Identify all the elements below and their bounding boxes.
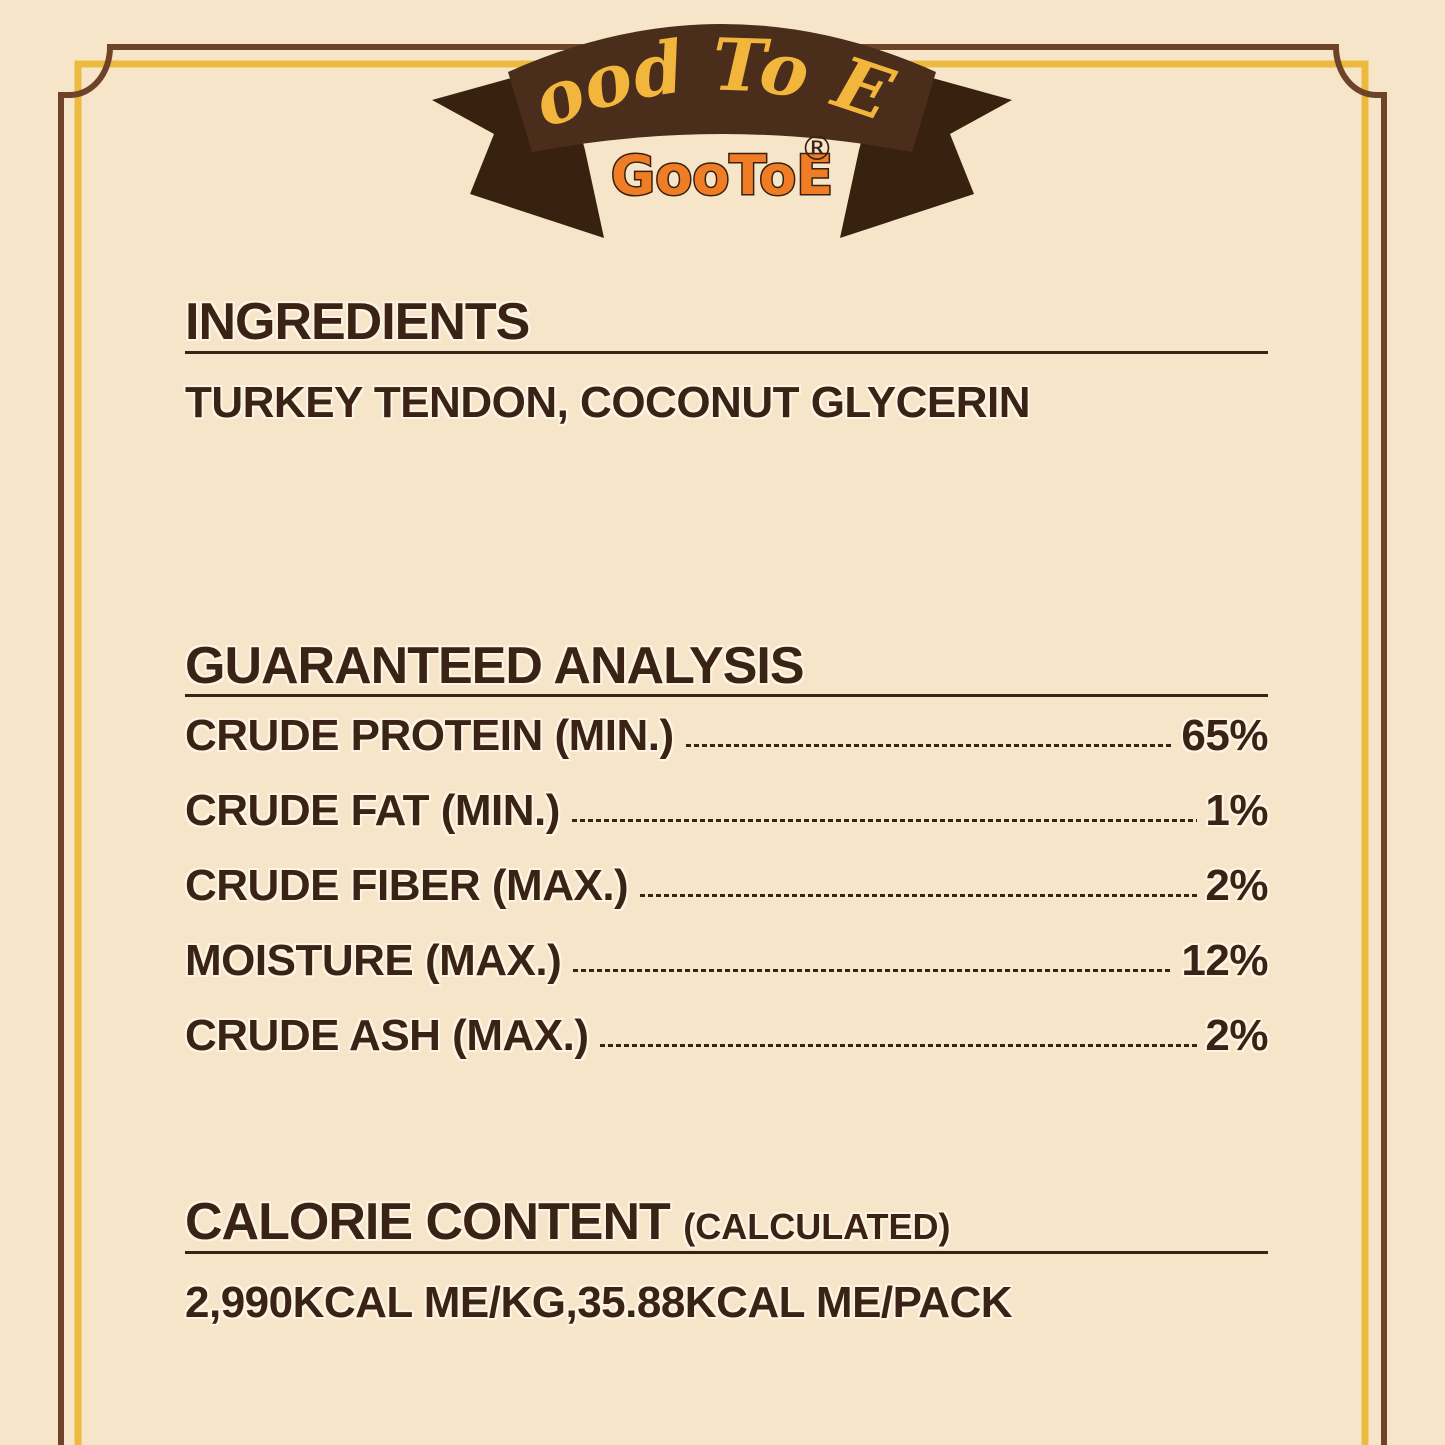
ribbon-band — [508, 24, 936, 152]
registered-icon: ® — [800, 129, 834, 169]
ingredients-rule — [185, 351, 1268, 354]
calories-rule — [185, 1251, 1268, 1254]
table-row: CRUDE FAT (MIN.) 1% — [185, 773, 1268, 848]
dotted-leader — [640, 894, 1198, 897]
ribbon-banner: Good To Eat GooToE ® — [0, 0, 1012, 238]
table-row: CRUDE ASH (MAX.) 2% — [185, 998, 1268, 1073]
analysis-value: 2% — [1205, 861, 1268, 910]
table-row: CRUDE PROTEIN (MIN.) 65% — [185, 698, 1268, 773]
analysis-label: CRUDE ASH (MAX.) — [185, 1011, 589, 1060]
label-content: INGREDIENTS TURKEY TENDON, COCONUT GLYCE… — [185, 0, 1268, 1445]
table-row: MOISTURE (MAX.) 12% — [185, 923, 1268, 998]
ingredients-text: TURKEY TENDON, COCONUT GLYCERIN — [185, 378, 1031, 427]
dotted-leader — [571, 819, 1198, 822]
analysis-table: CRUDE PROTEIN (MIN.) 65% CRUDE FAT (MIN.… — [185, 698, 1268, 1073]
calories-heading: CALORIE CONTENT (CALCULATED) — [185, 1192, 951, 1252]
analysis-label: CRUDE FAT (MIN.) — [185, 786, 560, 835]
analysis-label: CRUDE FIBER (MAX.) — [185, 861, 629, 910]
calories-heading-text: CALORIE CONTENT — [185, 1193, 671, 1251]
analysis-rule — [185, 694, 1268, 697]
dotted-leader — [600, 1044, 1198, 1047]
analysis-value: 12% — [1181, 936, 1268, 985]
table-row: CRUDE FIBER (MAX.) 2% — [185, 848, 1268, 923]
calories-text: 2,990KCAL ME/KG,35.88KCAL ME/PACK — [185, 1278, 1013, 1327]
dotted-leader — [685, 744, 1174, 747]
analysis-value: 2% — [1205, 1011, 1268, 1060]
analysis-value: 1% — [1205, 786, 1268, 835]
dotted-leader — [573, 969, 1174, 972]
analysis-label: CRUDE PROTEIN (MIN.) — [185, 711, 674, 760]
calories-qualifier: (CALCULATED) — [683, 1206, 951, 1247]
brand-logo: GooToE — [611, 144, 833, 207]
analysis-label: MOISTURE (MAX.) — [185, 936, 562, 985]
analysis-value: 65% — [1181, 711, 1268, 760]
ingredients-heading: INGREDIENTS — [185, 293, 530, 351]
analysis-heading: GUARANTEED ANALYSIS — [185, 637, 805, 695]
